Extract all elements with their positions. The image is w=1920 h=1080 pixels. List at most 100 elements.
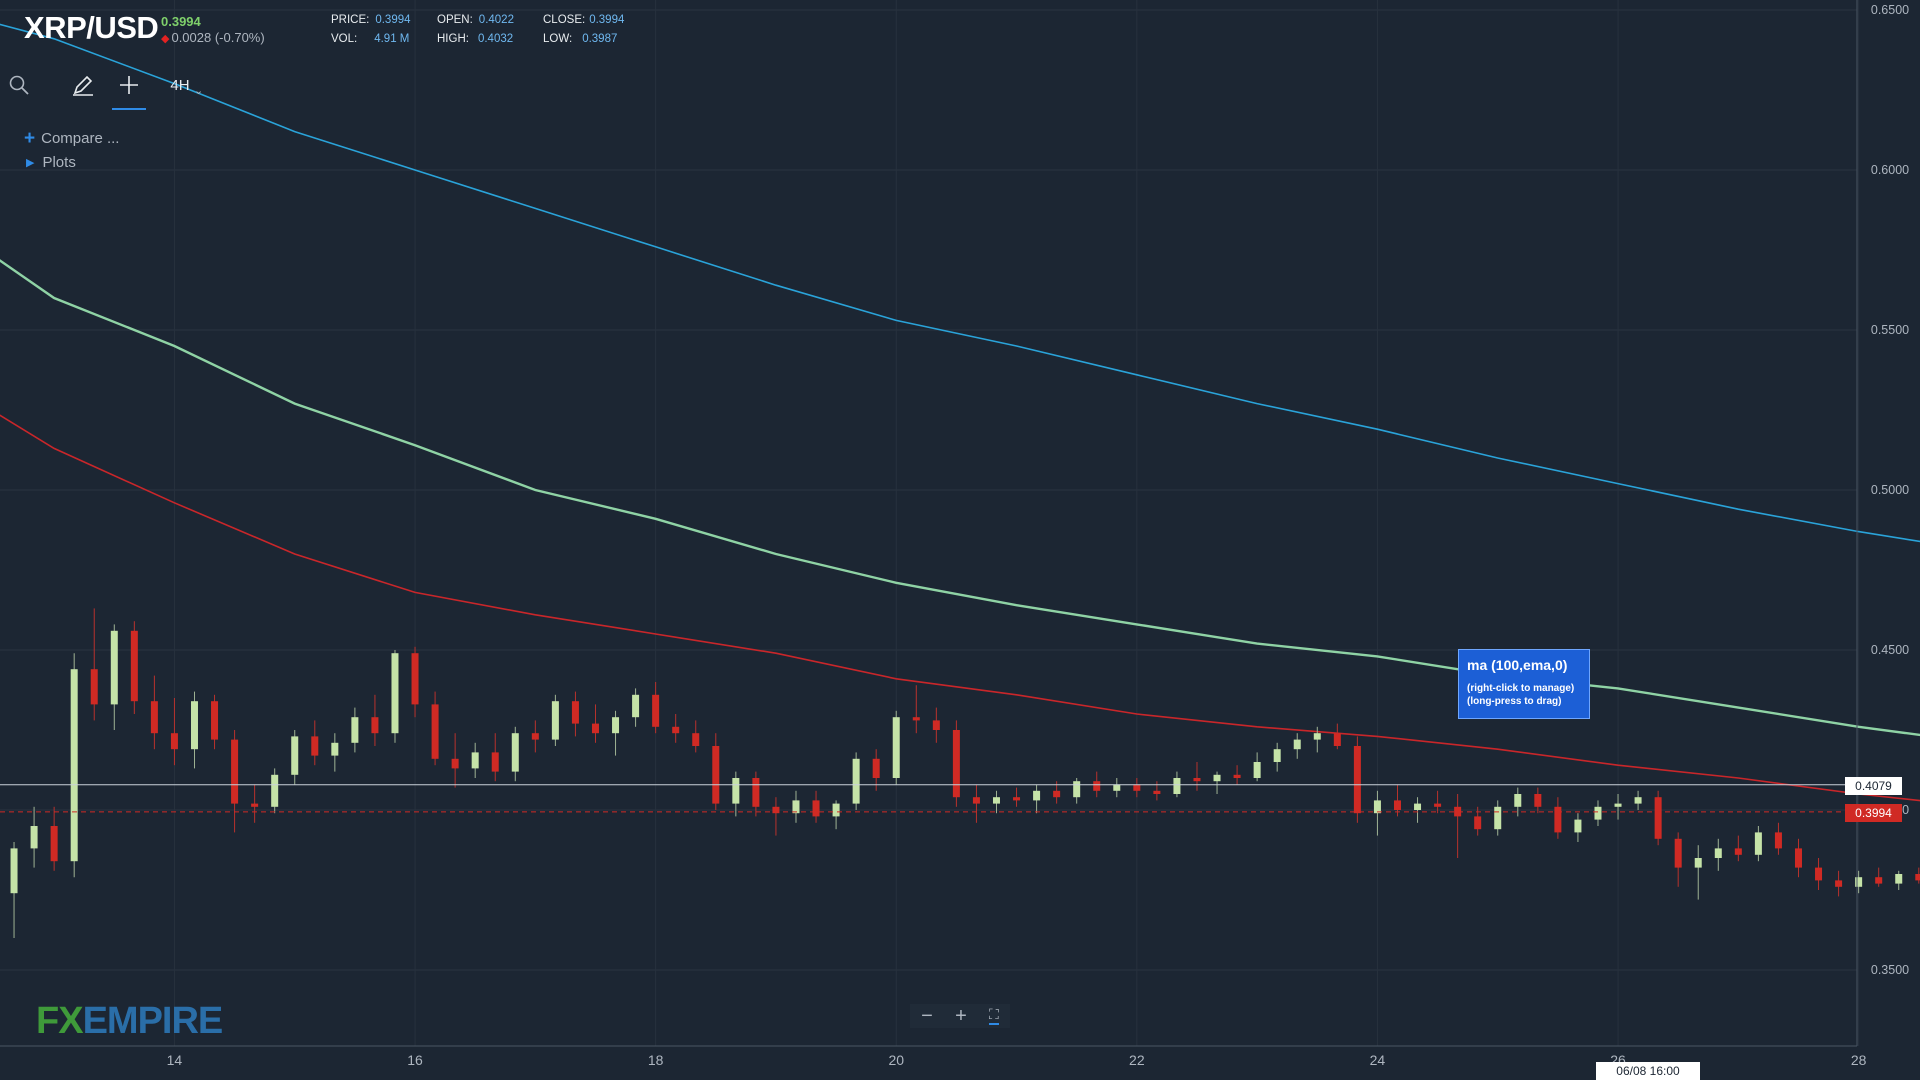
candle-body[interactable] (1855, 877, 1863, 887)
candle-body[interactable] (872, 758, 880, 778)
candle-body[interactable] (50, 826, 58, 862)
candle-body[interactable] (772, 806, 780, 814)
candle-body[interactable] (1213, 774, 1221, 782)
candle-body[interactable] (1474, 816, 1482, 830)
candle-body[interactable] (1835, 880, 1843, 887)
candle-body[interactable] (371, 717, 379, 734)
candle-body[interactable] (1333, 733, 1341, 746)
candle-body[interactable] (451, 758, 459, 769)
candle-body[interactable] (211, 701, 219, 740)
candle-body[interactable] (1915, 874, 1920, 881)
candle-body[interactable] (331, 742, 339, 756)
candle-body[interactable] (1594, 806, 1602, 820)
candle-body[interactable] (1674, 838, 1682, 868)
candle-body[interactable] (1033, 790, 1041, 801)
candle-body[interactable] (932, 720, 940, 730)
candle-body[interactable] (571, 701, 579, 724)
candle-body[interactable] (892, 717, 900, 778)
candle-body[interactable] (1113, 784, 1121, 791)
candle-body[interactable] (511, 733, 519, 772)
candle-body[interactable] (90, 669, 98, 705)
candle-body[interactable] (311, 736, 319, 756)
study-tooltip[interactable]: ma (100,ema,0) (right-click to manage) (… (1458, 649, 1590, 719)
candle-body[interactable] (632, 694, 640, 718)
candle-body[interactable] (110, 630, 118, 705)
candle-body[interactable] (1293, 739, 1301, 750)
plots-link[interactable]: ▶ Plots (24, 150, 119, 174)
candle-body[interactable] (1193, 778, 1201, 782)
candle-body[interactable] (992, 797, 1000, 804)
draw-button[interactable] (68, 62, 98, 108)
fullscreen-icon[interactable]: ⛶ (989, 1007, 999, 1025)
candle-body[interactable] (431, 704, 439, 759)
candle-body[interactable] (411, 653, 419, 705)
timeframe-select[interactable]: 4H ⌄ (158, 62, 203, 108)
candle-body[interactable] (1173, 778, 1181, 794)
candle-body[interactable] (1574, 819, 1582, 833)
candle-body[interactable] (170, 733, 178, 750)
candle-body[interactable] (1414, 803, 1422, 810)
candle-body[interactable] (1053, 790, 1061, 798)
candle-body[interactable] (30, 826, 38, 849)
candle-body[interactable] (291, 736, 299, 775)
candle-body[interactable] (1534, 794, 1542, 807)
candle-body[interactable] (1153, 790, 1161, 794)
candle-body[interactable] (1694, 858, 1702, 868)
candle-body[interactable] (1654, 797, 1662, 839)
candle-body[interactable] (672, 726, 680, 734)
candle-body[interactable] (551, 701, 559, 740)
candle-body[interactable] (972, 797, 980, 804)
candle-body[interactable] (912, 717, 920, 721)
candle-body[interactable] (1073, 781, 1081, 798)
candle-body[interactable] (1133, 784, 1141, 791)
candle-body[interactable] (652, 694, 660, 727)
candle-body[interactable] (351, 717, 359, 743)
ma-line-1[interactable] (0, 375, 1920, 813)
candle-body[interactable] (1514, 794, 1522, 807)
candle-body[interactable] (1554, 806, 1562, 833)
candle-body[interactable] (531, 733, 539, 740)
crosshair-button[interactable] (112, 62, 146, 110)
candlestick-series[interactable] (10, 608, 1920, 938)
candle-body[interactable] (1253, 762, 1261, 778)
candle-body[interactable] (692, 733, 700, 746)
candle-body[interactable] (1454, 806, 1462, 817)
candle-body[interactable] (1794, 848, 1802, 868)
candle-body[interactable] (952, 730, 960, 798)
candle-body[interactable] (1614, 803, 1622, 807)
candle-body[interactable] (1273, 749, 1281, 762)
candle-body[interactable] (130, 630, 138, 702)
compare-link[interactable]: + Compare ... (24, 126, 119, 150)
candle-body[interactable] (1313, 733, 1321, 740)
candle-body[interactable] (1875, 877, 1883, 884)
ma-line-2[interactable] (0, 215, 1920, 788)
candle-body[interactable] (231, 739, 239, 804)
candle-body[interactable] (612, 717, 620, 734)
candle-body[interactable] (471, 752, 479, 769)
candle-body[interactable] (792, 800, 800, 814)
ma-line-3[interactable] (0, 7, 1920, 650)
search-button[interactable] (4, 62, 34, 108)
candle-body[interactable] (1393, 800, 1401, 810)
candle-body[interactable] (1353, 746, 1361, 814)
candle-body[interactable] (732, 778, 740, 804)
candle-body[interactable] (1373, 800, 1381, 814)
candle-body[interactable] (1634, 797, 1642, 804)
candle-body[interactable] (1233, 774, 1241, 778)
candle-body[interactable] (812, 800, 820, 817)
candle-body[interactable] (1895, 874, 1903, 884)
candle-body[interactable] (1013, 797, 1021, 801)
candle-body[interactable] (1754, 832, 1762, 855)
candle-body[interactable] (150, 701, 158, 734)
candle-body[interactable] (852, 758, 860, 804)
candle-body[interactable] (752, 778, 760, 807)
candle-body[interactable] (70, 669, 78, 862)
candle-body[interactable] (1434, 803, 1442, 807)
candle-body[interactable] (1494, 806, 1502, 830)
candle-body[interactable] (391, 653, 399, 734)
candle-body[interactable] (832, 803, 840, 817)
moving-average-lines[interactable] (0, 7, 1920, 813)
zoom-out-button[interactable]: − (921, 1005, 933, 1027)
candle-body[interactable] (271, 774, 279, 807)
candle-body[interactable] (591, 723, 599, 734)
